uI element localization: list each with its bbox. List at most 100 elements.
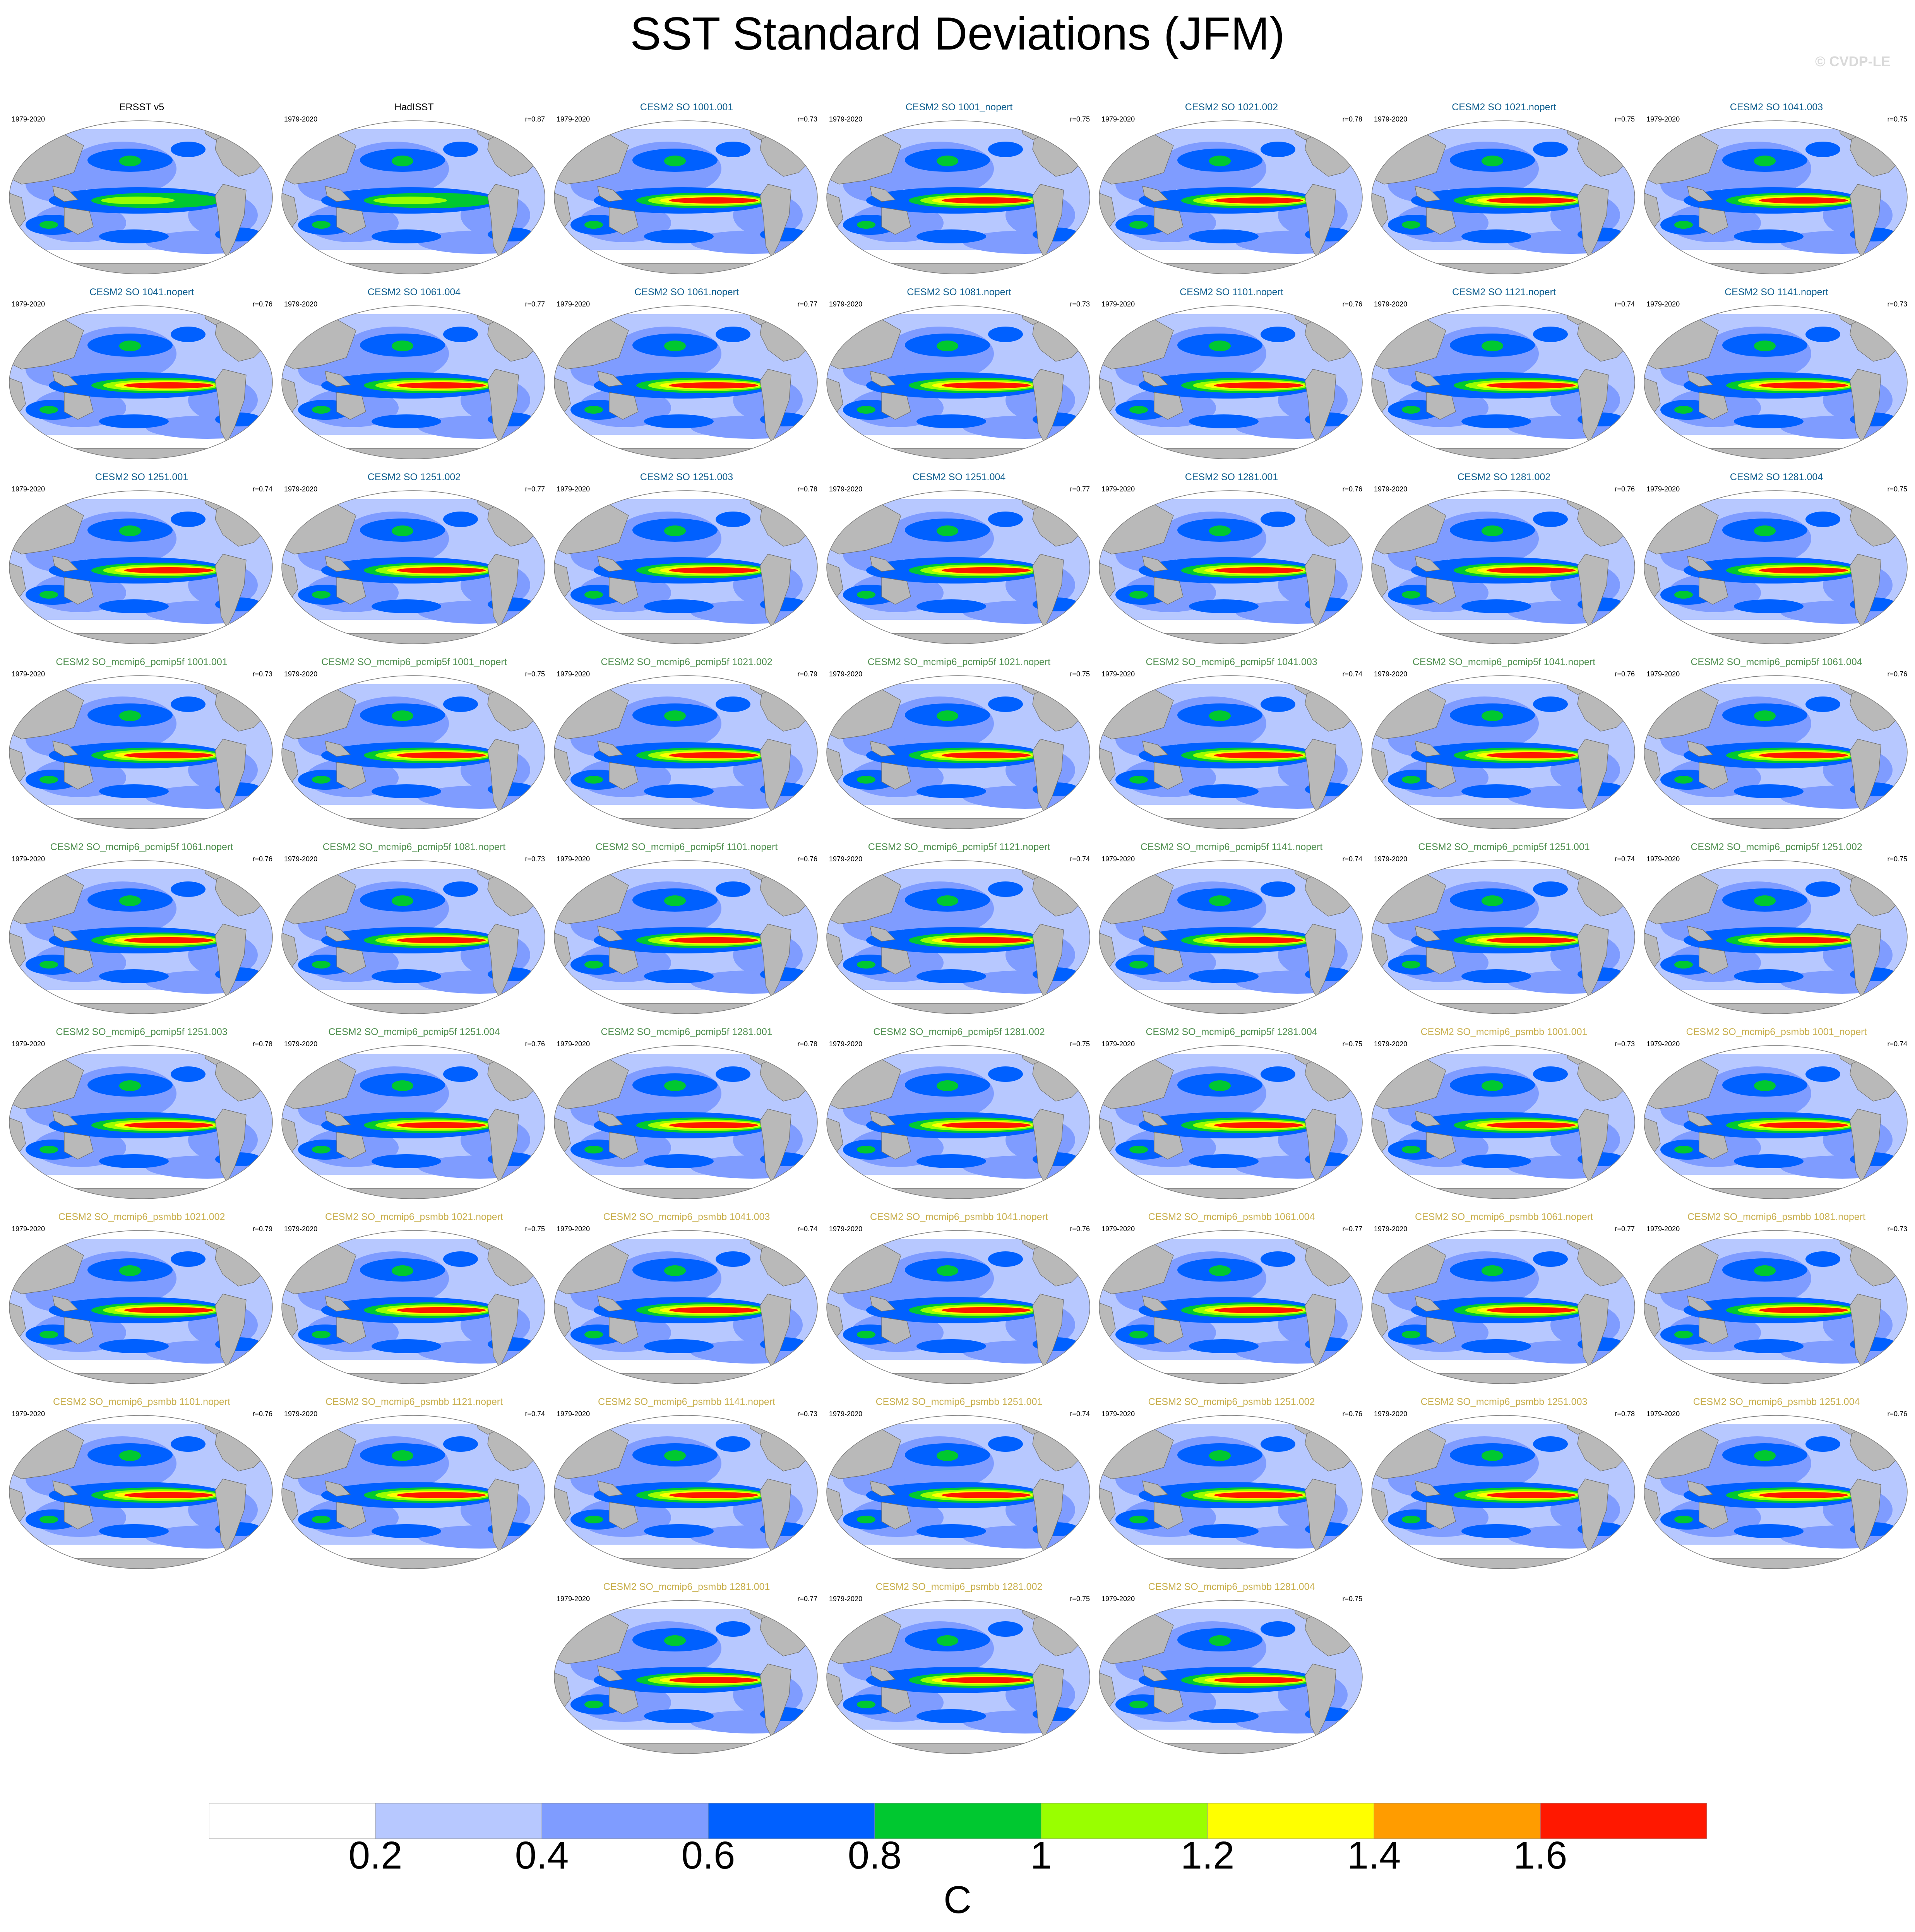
- map-panel: CESM2 SO_mcmip6_psmbb 1101.nopert 1979-20…: [6, 1396, 277, 1575]
- panel-years: 1979-2020: [1101, 300, 1135, 308]
- sst-map: [9, 1045, 273, 1199]
- panel-years: 1979-2020: [1646, 115, 1680, 123]
- sst-map: [826, 675, 1090, 829]
- panel-title: CESM2 SO_mcmip6_pcmip5f 1061.nopert: [50, 842, 233, 852]
- map-panel: CESM2 SO 1251.003 1979-2020 r=0.78: [551, 471, 822, 650]
- panel-correlation: r=0.73: [1615, 1040, 1635, 1048]
- panel-years: 1979-2020: [1374, 855, 1408, 863]
- panel-years: 1979-2020: [829, 485, 863, 493]
- panel-years: 1979-2020: [557, 1595, 590, 1603]
- sst-map: [281, 1045, 545, 1199]
- panel-correlation: r=0.79: [252, 1225, 272, 1233]
- panel-years: 1979-2020: [829, 1040, 863, 1048]
- map-panel: CESM2 SO_mcmip6_psmbb 1251.001 1979-2020 r…: [824, 1396, 1095, 1575]
- colorbar-segment: [708, 1803, 875, 1839]
- panel-title: CESM2 SO_mcmip6_pcmip5f 1121.nopert: [868, 842, 1050, 852]
- map-panel: CESM2 SO 1121.nopert 1979-2020 r=0.74: [1369, 286, 1639, 465]
- panel-years: 1979-2020: [557, 115, 590, 123]
- panel-title: CESM2 SO 1041.003: [1730, 102, 1823, 113]
- panel-years: 1979-2020: [1101, 1225, 1135, 1233]
- panel-correlation: r=0.76: [1342, 485, 1362, 493]
- panel-correlation: r=0.74: [525, 1410, 545, 1418]
- panel-correlation: r=0.77: [797, 300, 817, 308]
- panel-years: 1979-2020: [12, 300, 45, 308]
- colorbar-tick-label: 0.8: [848, 1834, 902, 1877]
- panel-title: CESM2 SO_mcmip6_pcmip5f 1281.004: [1146, 1027, 1317, 1037]
- sst-map: [1644, 675, 1908, 829]
- panel-correlation: r=0.78: [252, 1040, 272, 1048]
- panel-correlation: r=0.77: [525, 300, 545, 308]
- panel-years: 1979-2020: [1646, 1410, 1680, 1418]
- panel-title: CESM2 SO_mcmip6_pcmip5f 1251.001: [1418, 842, 1590, 852]
- panel-correlation: r=0.77: [525, 485, 545, 493]
- colorbar-segment: [874, 1803, 1041, 1839]
- panel-years: 1979-2020: [829, 855, 863, 863]
- map-panel: CESM2 SO 1141.nopert 1979-2020 r=0.73: [1641, 286, 1912, 465]
- colorbar-tick-label: 1.2: [1180, 1834, 1235, 1877]
- panel-years: 1979-2020: [284, 485, 318, 493]
- panel-title: CESM2 SO_mcmip6_pcmip5f 1251.004: [328, 1027, 500, 1037]
- panel-years: 1979-2020: [557, 300, 590, 308]
- panel-years: 1979-2020: [12, 1410, 45, 1418]
- panel-years: 1979-2020: [1374, 1040, 1408, 1048]
- sst-map: [1099, 305, 1363, 459]
- colorbar-segment: [1041, 1803, 1208, 1839]
- panel-title: CESM2 SO_mcmip6_pcmip5f 1251.003: [56, 1027, 228, 1037]
- map-panel: CESM2 SO_mcmip6_psmbb 1251.004 1979-2020 r…: [1641, 1396, 1912, 1575]
- sst-map: [554, 1415, 818, 1569]
- panel-title: CESM2 SO_mcmip6_psmbb 1081.nopert: [1687, 1212, 1865, 1222]
- panel-years: 1979-2020: [1374, 1225, 1408, 1233]
- panel-years: 1979-2020: [557, 1225, 590, 1233]
- watermark: © CVDP-LE: [1815, 53, 1891, 69]
- panel-years: 1979-2020: [1101, 670, 1135, 678]
- sst-map: [9, 860, 273, 1014]
- colorbar-tick-label: 0.6: [681, 1834, 735, 1877]
- panel-years: 1979-2020: [284, 855, 318, 863]
- map-panel: CESM2 SO_mcmip6_psmbb 1251.003 1979-2020 r…: [1369, 1396, 1639, 1575]
- map-panel: CESM2 SO_mcmip6_pcmip5f 1251.004 1979-202…: [279, 1026, 550, 1205]
- panel-correlation: r=0.74: [1070, 855, 1090, 863]
- map-panel: CESM2 SO_mcmip6_psmbb 1141.nopert 1979-20…: [551, 1396, 822, 1575]
- sst-map: [554, 860, 818, 1014]
- map-panel: CESM2 SO_mcmip6_pcmip5f 1001_nopert 1979-…: [279, 656, 550, 835]
- sst-map: [1371, 1230, 1635, 1384]
- panel-correlation: r=0.76: [1615, 670, 1635, 678]
- panel-correlation: r=0.73: [1887, 1225, 1907, 1233]
- panel-title: HadISST: [394, 102, 434, 113]
- panel-years: 1979-2020: [284, 670, 318, 678]
- panel-correlation: r=0.75: [525, 670, 545, 678]
- panel-title: CESM2 SO 1061.004: [367, 287, 461, 298]
- panel-title: CESM2 SO_mcmip6_psmbb 1001_nopert: [1686, 1027, 1867, 1037]
- panel-title: CESM2 SO_mcmip6_psmbb 1121.nopert: [325, 1396, 503, 1407]
- panel-title: CESM2 SO 1251.004: [912, 472, 1006, 483]
- panel-correlation: r=0.76: [1342, 1410, 1362, 1418]
- panel-years: 1979-2020: [1101, 855, 1135, 863]
- sst-map: [9, 120, 273, 274]
- panel-years: 1979-2020: [829, 115, 863, 123]
- panel-correlation: r=0.74: [1615, 855, 1635, 863]
- panel-title: CESM2 SO 1101.nopert: [1180, 287, 1283, 298]
- sst-map: [1099, 1230, 1363, 1384]
- map-panel: CESM2 SO 1281.002 1979-2020 r=0.76: [1369, 471, 1639, 650]
- map-panel: ERSST v5 1979-2020: [6, 101, 277, 280]
- panel-years: 1979-2020: [557, 485, 590, 493]
- colorbar-tick-label: 1.4: [1347, 1834, 1401, 1877]
- panel-correlation: r=0.74: [797, 1225, 817, 1233]
- sst-map: [1099, 120, 1363, 274]
- panel-correlation: r=0.73: [252, 670, 272, 678]
- panel-correlation: r=0.79: [797, 670, 817, 678]
- panel-years: 1979-2020: [1646, 1040, 1680, 1048]
- panel-correlation: r=0.78: [797, 1040, 817, 1048]
- map-panel: CESM2 SO 1281.001 1979-2020 r=0.76: [1096, 471, 1367, 650]
- panel-title: CESM2 SO_mcmip6_psmbb 1041.003: [603, 1212, 770, 1222]
- colorbar-tick-label: 0.2: [348, 1834, 403, 1877]
- sst-map: [281, 490, 545, 644]
- panel-correlation: r=0.75: [1070, 670, 1090, 678]
- panel-years: 1979-2020: [12, 855, 45, 863]
- sst-map: [1644, 1415, 1908, 1569]
- panel-title: CESM2 SO 1001_nopert: [905, 102, 1013, 113]
- panel-years: 1979-2020: [1646, 485, 1680, 493]
- panel-title: CESM2 SO_mcmip6_psmbb 1101.nopert: [53, 1396, 231, 1407]
- sst-map: [9, 490, 273, 644]
- panel-title: CESM2 SO 1251.003: [640, 472, 733, 483]
